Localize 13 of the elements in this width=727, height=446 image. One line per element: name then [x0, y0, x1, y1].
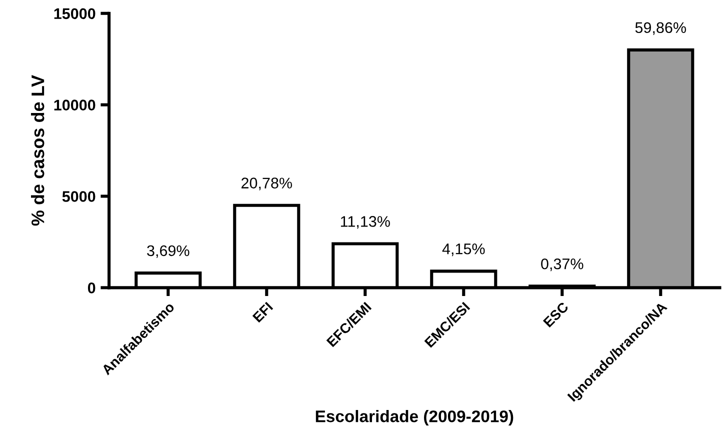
y-tick-label: 0	[88, 282, 96, 294]
y-tick-label: 10000	[54, 100, 96, 110]
y-tick-label: 5000	[62, 191, 96, 202]
y-tick-label: 15000	[54, 8, 96, 20]
annotation: 59,86%	[635, 22, 686, 35]
annotation: 4,15%	[442, 244, 485, 256]
annotation: 3,69%	[147, 245, 190, 258]
annotation: 0,37%	[541, 258, 584, 272]
annotation: 11,13%	[340, 216, 390, 229]
y-axis-title: % de casos de LV	[30, 75, 44, 226]
annotation: 20,78%	[242, 178, 292, 190]
x-axis-title: Escolaridade (2009-2019)	[316, 410, 514, 426]
x-tick-label: EFI	[252, 302, 274, 323]
